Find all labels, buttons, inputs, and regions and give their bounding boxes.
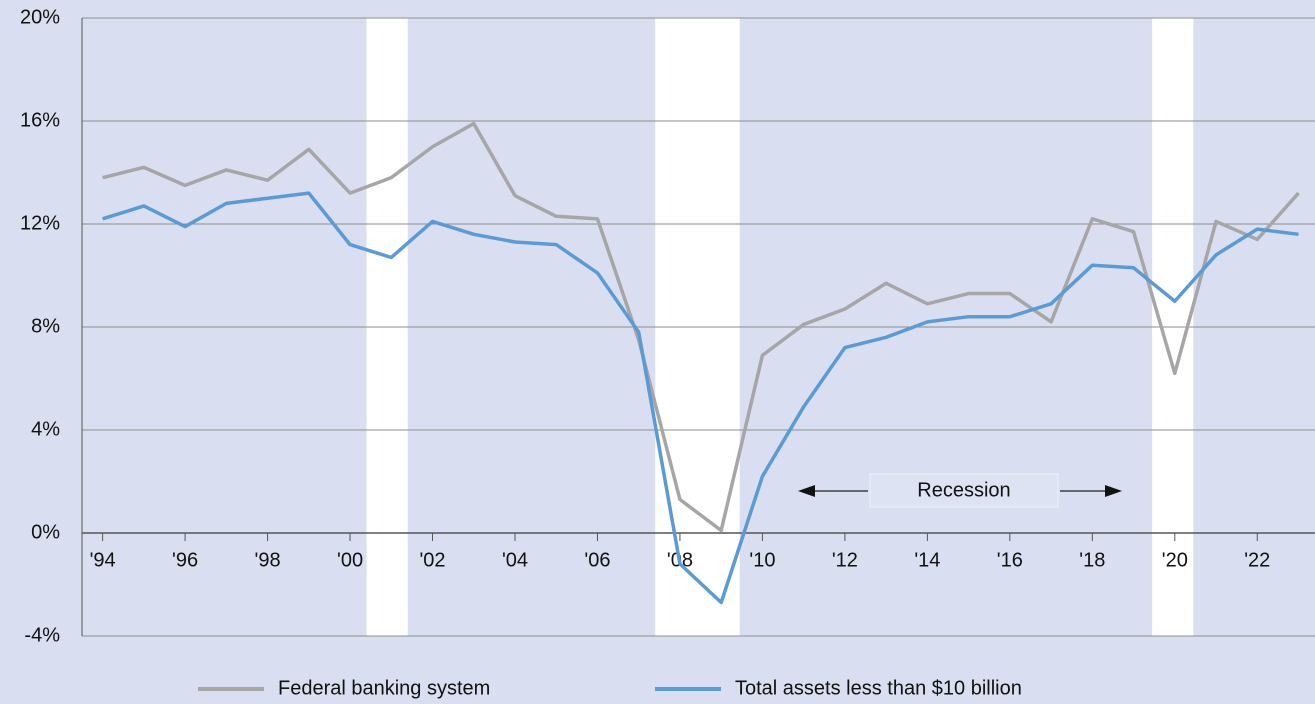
x-tick-label: '94 [90,549,116,571]
x-tick-label: '04 [502,549,528,571]
y-tick-label: 12% [20,212,60,234]
arrow-head [1105,485,1122,497]
annotation-box [869,473,1059,508]
x-tick-label: '10 [749,549,775,571]
x-tick-label: '00 [337,549,363,571]
x-tick-label: '18 [1079,549,1105,571]
y-tick-label: 4% [31,418,60,440]
x-tick-label: '14 [914,549,940,571]
x-tick-label: '12 [832,549,858,571]
y-tick-label: 16% [20,109,60,131]
y-tick-label: 20% [20,6,60,28]
y-tick-label: 0% [31,521,60,543]
series-line [102,191,1299,605]
x-tick-label: '22 [1244,549,1270,571]
x-tick-label: '16 [997,549,1023,571]
y-tick-label: 8% [31,315,60,337]
x-tick-label: '96 [172,549,198,571]
annotation: Recession [917,479,1010,501]
x-tick-label: '98 [255,549,281,571]
x-tick-label: '02 [419,549,445,571]
x-tick-label: '20 [1162,549,1188,571]
legend-label: Federal banking system [278,677,490,699]
arrow-head [798,485,815,497]
series-line [102,121,1300,533]
x-tick-label: '06 [584,549,610,571]
y-tick-label: -4% [24,624,60,646]
legend-label: Total assets less than $10 billion [735,677,1022,699]
